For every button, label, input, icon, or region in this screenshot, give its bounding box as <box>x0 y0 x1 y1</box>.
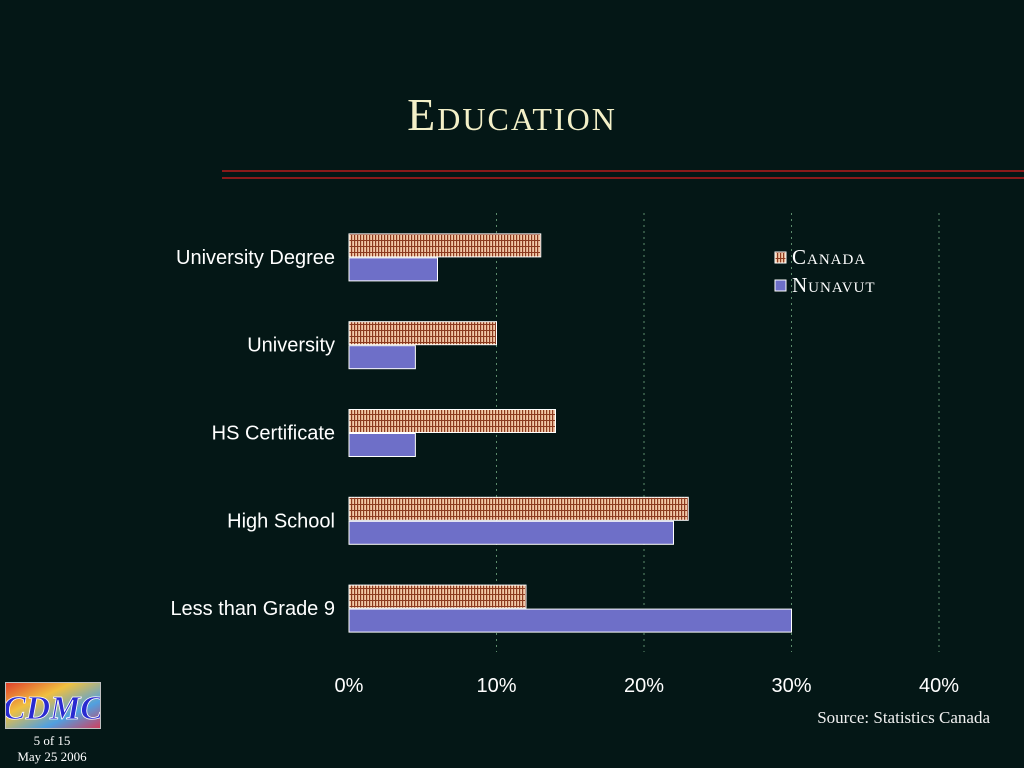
category-label: High School <box>227 510 335 532</box>
legend-label-nunavut: Nunavut <box>792 273 876 297</box>
nunavut-bar <box>348 608 792 633</box>
legend-label-canada: Canada <box>792 245 866 269</box>
title-rule-top <box>222 170 1024 172</box>
canada-bar <box>348 496 689 521</box>
x-tick-label: 30% <box>771 675 811 697</box>
x-tick-label: 10% <box>476 675 516 697</box>
category-labels: University Degree University HS Certificat… <box>170 247 335 620</box>
legend-swatch-canada <box>774 251 787 264</box>
slide-title: Education <box>407 89 617 140</box>
education-bar-chart: University Degree University HS Certificat… <box>170 213 960 697</box>
canada-bar <box>348 584 527 609</box>
canada-bar <box>348 409 556 433</box>
category-label: University <box>247 335 335 357</box>
nunavut-bar <box>348 257 438 282</box>
legend: Canada Nunavut <box>774 245 876 297</box>
canada-bar <box>348 233 542 258</box>
category-label: University Degree <box>176 247 335 269</box>
x-tick-labels: 0% 10% 20% 30% 40% <box>335 675 960 697</box>
svg-text:CDMC: CDMC <box>6 690 100 727</box>
slide-date: May 25 2006 <box>17 749 87 764</box>
source-note: Source: Statistics Canada <box>817 708 990 727</box>
category-label: HS Certificate <box>212 423 335 445</box>
bars <box>348 233 792 633</box>
nunavut-bar <box>348 345 416 370</box>
title-rule-bottom <box>222 177 1024 179</box>
legend-swatch-nunavut <box>774 279 787 292</box>
gridlines <box>496 213 940 652</box>
x-tick-label: 40% <box>919 675 959 697</box>
canada-bar <box>348 321 497 346</box>
category-label: Less than Grade 9 <box>170 598 335 620</box>
nunavut-bar <box>348 433 416 457</box>
x-tick-label: 0% <box>335 675 364 697</box>
cdmc-logo: CDMC <box>5 682 101 729</box>
nunavut-bar <box>348 520 674 545</box>
slide-number: 5 of 15 <box>33 733 71 748</box>
x-tick-label: 20% <box>624 675 664 697</box>
